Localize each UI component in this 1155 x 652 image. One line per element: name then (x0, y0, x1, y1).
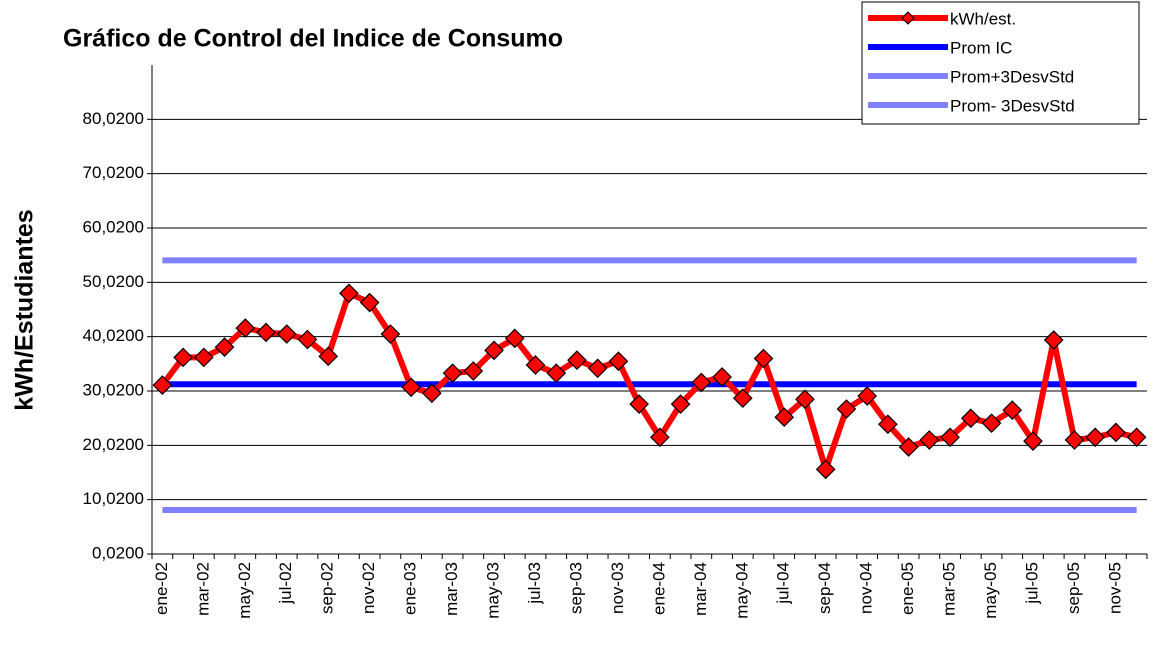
data-point (1043, 330, 1064, 350)
y-tick-label: 60,0200 (83, 217, 144, 236)
data-point (152, 375, 173, 395)
data-point (795, 389, 815, 410)
x-tick-label: mar-02 (193, 562, 212, 616)
data-point (960, 408, 981, 429)
data-point (919, 430, 940, 450)
data-point (608, 351, 629, 372)
x-tick-label: jul-03 (525, 562, 544, 605)
data-point (484, 340, 504, 361)
data-point (421, 383, 442, 404)
data-point (836, 399, 857, 419)
data-point (318, 346, 339, 367)
x-tick-label: mar-03 (442, 562, 461, 616)
y-tick-label: 50,0200 (83, 272, 144, 291)
data-point (276, 324, 297, 344)
legend-label: kWh/est. (950, 9, 1016, 28)
data-point (214, 337, 235, 357)
x-tick-label: sep-05 (1064, 562, 1083, 614)
x-tick-label: mar-04 (691, 562, 710, 616)
y-tick-label: 0,0200 (92, 543, 144, 562)
y-tick-label: 80,0200 (83, 109, 144, 128)
data-point (173, 347, 193, 368)
x-tick-label: nov-05 (1105, 562, 1124, 614)
data-point (774, 407, 795, 428)
data-point (670, 394, 691, 414)
x-tick-label: sep-02 (318, 562, 337, 614)
x-tick-label: nov-02 (359, 562, 378, 614)
data-point (1106, 422, 1126, 443)
data-point (297, 329, 318, 350)
data-point (1002, 400, 1023, 420)
y-tick-label: 20,0200 (83, 435, 144, 454)
x-tick-label: ene-05 (898, 562, 917, 615)
x-tick-label: nov-03 (608, 562, 627, 614)
y-tick-label: 30,0200 (83, 380, 144, 399)
data-point (1023, 431, 1043, 451)
y-tick-label: 10,0200 (83, 489, 144, 508)
data-point (567, 350, 587, 370)
x-tick-label: may-04 (732, 562, 751, 619)
x-tick-label: sep-04 (815, 562, 834, 614)
x-tick-label: sep-03 (566, 562, 585, 614)
data-point (691, 372, 712, 393)
data-point (981, 413, 1002, 434)
data-point (898, 437, 919, 457)
data-point (940, 427, 960, 448)
chart-title: Gráfico de Control del Indice de Consumo (63, 25, 563, 53)
legend-label: Prom- 3DesvStd (950, 96, 1075, 115)
x-tick-label: may-03 (484, 562, 503, 619)
data-point (339, 283, 359, 304)
legend-label: Prom+3DesvStd (950, 67, 1074, 86)
y-tick-label: 40,0200 (83, 326, 144, 345)
x-tick-label: may-02 (235, 562, 254, 619)
x-tick-label: jul-02 (276, 562, 295, 605)
y-axis-label: kWh/Estudiantes (11, 209, 39, 410)
data-point (235, 318, 256, 338)
data-point (546, 363, 567, 384)
data-point (504, 328, 525, 349)
x-tick-label: ene-02 (152, 562, 171, 615)
data-point (1085, 427, 1106, 448)
x-tick-label: ene-03 (401, 562, 420, 615)
data-point (1064, 430, 1085, 450)
data-point (629, 394, 649, 414)
data-point (256, 322, 276, 343)
data-point (587, 358, 608, 379)
data-point (753, 348, 774, 369)
data-point (401, 377, 421, 398)
data-point (857, 386, 878, 406)
data-point (650, 427, 670, 448)
data-point (712, 367, 732, 387)
x-tick-label: jul-05 (1022, 562, 1041, 605)
data-point (193, 347, 214, 368)
data-point (815, 459, 836, 480)
legend-label: Prom IC (950, 38, 1012, 57)
data-point (732, 388, 753, 409)
data-point (1126, 427, 1147, 448)
x-tick-label: mar-05 (940, 562, 959, 616)
data-point (878, 414, 898, 435)
x-tick-label: jul-04 (774, 562, 793, 605)
data-point (525, 355, 546, 375)
data-point (442, 363, 463, 384)
x-tick-label: nov-04 (857, 562, 876, 614)
data-point (380, 324, 401, 344)
x-tick-label: ene-04 (649, 562, 668, 615)
legend-marker (901, 11, 915, 25)
data-point (463, 361, 484, 381)
x-tick-label: may-05 (981, 562, 1000, 619)
y-tick-label: 70,0200 (83, 163, 144, 182)
data-point (359, 292, 380, 313)
